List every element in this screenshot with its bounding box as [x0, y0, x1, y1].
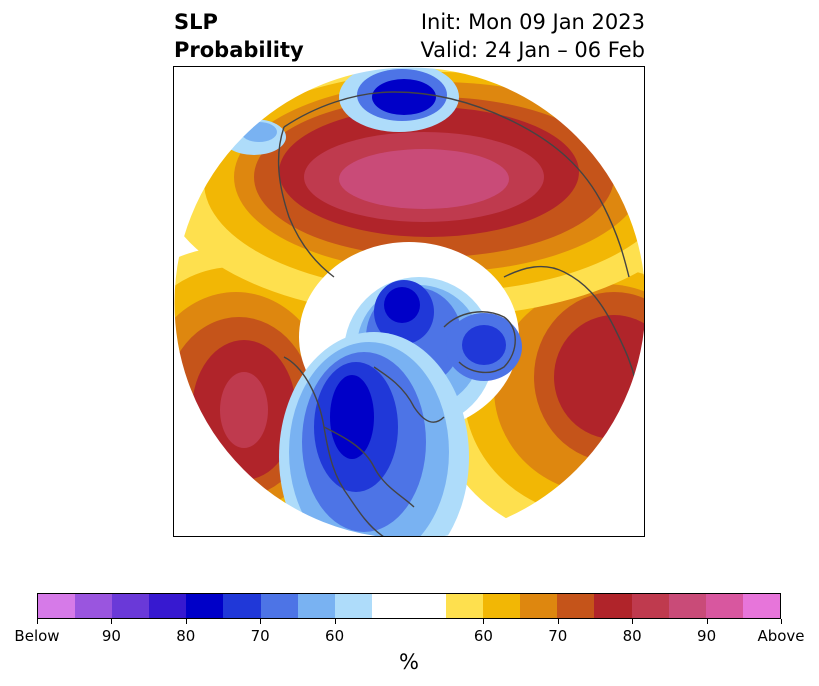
colorbar-segment	[408, 594, 447, 618]
colorbar-segment	[260, 594, 298, 618]
coast-greenland	[443, 311, 516, 374]
colorbar-tick-mark	[557, 619, 559, 624]
colorbar-segment	[631, 594, 669, 618]
probability-map	[174, 67, 644, 536]
arctic-below-80	[384, 287, 420, 323]
colorbar-segment	[38, 594, 76, 618]
colorbar-segment	[557, 594, 595, 618]
colorbar-tick-mark	[781, 619, 782, 624]
colorbar-segment	[446, 594, 484, 618]
colorbar-segment	[668, 594, 706, 618]
init-date: Init: Mon 09 Jan 2023	[420, 10, 645, 34]
colorbar	[37, 593, 781, 619]
colorbar-tick-label: Below	[14, 627, 60, 645]
title-type: Probability	[174, 38, 304, 62]
coastlines	[277, 91, 640, 536]
colorbar-tick-label: 90	[101, 627, 121, 645]
map-panel	[173, 66, 645, 537]
title-variable: SLP	[174, 10, 218, 34]
colorbar-tick-label: 90	[697, 627, 717, 645]
colorbar-tick-mark	[111, 619, 113, 624]
coast-asia	[283, 91, 630, 278]
coast-north-america	[283, 356, 415, 536]
colorbar-tick-mark	[632, 619, 634, 624]
colorbar-tick-label: Above	[757, 627, 805, 645]
colorbar-unit-label: %	[399, 650, 419, 674]
colorbar-segment	[483, 594, 521, 618]
valid-range: Valid: 24 Jan – 06 Feb	[420, 38, 645, 62]
colorbar-segment	[742, 594, 780, 618]
colorbar-tick-label: 80	[622, 627, 642, 645]
colorbar-tick-mark	[185, 619, 187, 624]
atlantic-above-75	[554, 315, 644, 439]
chart-title-left: SLP Probability	[174, 8, 304, 64]
colorbar-segment	[594, 594, 632, 618]
colorbar-segment	[520, 594, 558, 618]
west-below-60	[241, 122, 277, 142]
colorbar-segment	[223, 594, 261, 618]
colorbar-segment	[371, 594, 409, 618]
colorbar-segment	[149, 594, 187, 618]
colorbar-segment	[112, 594, 150, 618]
siberia-below-80	[372, 79, 436, 115]
coast-europe	[503, 265, 640, 398]
colorbar-tick-mark	[483, 619, 485, 624]
coast-east-asia	[277, 126, 335, 278]
chart-title-right: Init: Mon 09 Jan 2023 Valid: 24 Jan – 06…	[420, 8, 645, 64]
colorbar-tick-mark	[334, 619, 336, 624]
colorbar-tick-label: 60	[325, 627, 345, 645]
colorbar-tick-label: 60	[473, 627, 493, 645]
colorbar-tick-mark	[37, 619, 38, 624]
na-below-80	[330, 375, 374, 459]
colorbar-segment	[334, 594, 372, 618]
colorbar-segment	[75, 594, 113, 618]
pacific-above-80	[220, 372, 268, 448]
colorbar-tick-label: 70	[548, 627, 568, 645]
colorbar-segment	[186, 594, 224, 618]
eurasia-above-85	[339, 149, 509, 209]
colorbar-tick-mark	[706, 619, 708, 624]
colorbar-segment	[705, 594, 743, 618]
colorbar-segment	[297, 594, 335, 618]
colorbar-tick-label: 70	[250, 627, 270, 645]
coast-hudson	[373, 366, 445, 423]
contour-layer	[174, 67, 644, 536]
colorbar-tick-label: 80	[176, 627, 196, 645]
colorbar-tick-mark	[260, 619, 262, 624]
greenland-below-70	[462, 325, 506, 365]
